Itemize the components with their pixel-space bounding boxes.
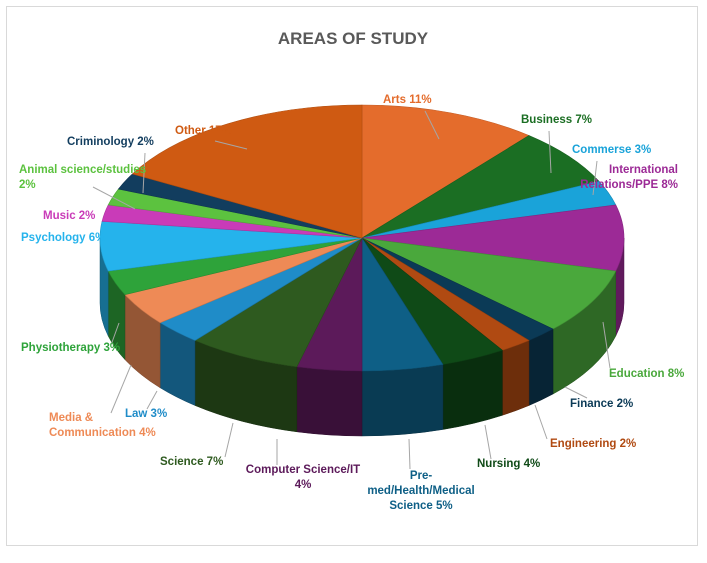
pie-side-finance <box>528 328 554 406</box>
data-label-line: Science 5% <box>389 500 452 512</box>
data-label-science: Science 7% <box>160 456 223 468</box>
pie-slice-education <box>361 237 617 330</box>
leader-line-law <box>146 390 158 410</box>
data-labels: Arts 11% Business 7% Commerse 3% Internatio… <box>19 94 684 512</box>
data-label-physiotherapy: Physiotherapy 3% <box>21 342 120 354</box>
data-label-business: Business 7% <box>521 114 592 126</box>
data-label-line: 4% <box>295 479 312 491</box>
pie-slice-business <box>361 135 600 239</box>
data-label-psychology: Psychology 6% <box>21 232 105 244</box>
leader-line-arts <box>424 110 440 140</box>
data-label-pre-med: Pre-med/Health/Medical Science 5% <box>367 470 474 512</box>
data-label-line: Media & <box>49 412 93 424</box>
data-label-line: Psychology 6% <box>21 232 105 244</box>
data-label-nursing: Nursing 4% <box>477 458 540 470</box>
data-label-line: Music 2% <box>43 210 95 222</box>
leader-line-nursing <box>484 424 492 460</box>
data-label-media: Media & Communication 4% <box>49 412 156 439</box>
leader-lines <box>92 110 611 470</box>
data-label-line: Education 8% <box>609 368 684 380</box>
data-label-line: Pre- <box>410 470 433 482</box>
leader-line-finance <box>564 386 588 399</box>
data-label-line: Other 17% <box>175 125 232 137</box>
data-label-line: Physiotherapy 3% <box>21 342 120 354</box>
pie-sides <box>99 237 625 437</box>
data-label-law: Law 3% <box>125 408 167 420</box>
data-label-line: Relations/PPE 8% <box>580 179 678 191</box>
data-label-line: 2% <box>19 179 36 191</box>
leader-line-commerse <box>592 160 598 196</box>
pie-side-pre-med <box>361 364 444 437</box>
pie-chart: AREAS OF STUDY Arts 11% Business 7% Commer… <box>19 29 684 512</box>
data-label-line: Arts 11% <box>383 94 432 106</box>
data-label-line: Finance 2% <box>570 398 633 410</box>
leader-line-other <box>214 140 248 150</box>
data-label-line: Law 3% <box>125 408 167 420</box>
pie-slice-other <box>131 104 363 239</box>
data-label-engineering: Engineering 2% <box>550 438 636 450</box>
leader-line-criminology <box>142 152 146 194</box>
data-label-international-relations: International Relations/PPE 8% <box>580 164 678 191</box>
pie-tops <box>99 104 625 372</box>
data-label-line: Engineering 2% <box>550 438 636 450</box>
data-label-commerse: Commerse 3% <box>572 144 651 156</box>
chart-area: AREAS OF STUDY Arts 11% Business 7% Commer… <box>6 6 698 546</box>
data-label-education: Education 8% <box>609 368 684 380</box>
leader-line-engineering <box>534 404 548 440</box>
data-label-line: Science 7% <box>160 456 223 468</box>
data-label-line: med/Health/Medical <box>367 485 474 497</box>
data-label-finance: Finance 2% <box>570 398 633 410</box>
pie-side-engineering <box>502 340 530 416</box>
data-label-line: Animal science/studies <box>19 164 146 176</box>
data-label-line: Commerse 3% <box>572 144 651 156</box>
data-label-arts: Arts 11% <box>383 94 432 106</box>
pie-slice-science <box>194 237 363 368</box>
leader-line-animal-science <box>92 186 136 210</box>
data-label-animal-science: Animal science/studies 2% <box>19 164 146 191</box>
leader-line-education <box>602 321 611 369</box>
data-label-other: Other 17% <box>175 125 232 137</box>
chart-title: AREAS OF STUDY <box>278 29 429 48</box>
pie-slice-arts <box>361 104 530 239</box>
leader-line-business <box>548 130 552 174</box>
data-label-criminology: Criminology 2% <box>67 136 154 148</box>
data-label-line: Business 7% <box>521 114 592 126</box>
data-label-line: Communication 4% <box>49 427 156 439</box>
leader-line-media <box>110 364 132 414</box>
data-label-music: Music 2% <box>43 210 95 222</box>
data-label-line: Nursing 4% <box>477 458 540 470</box>
leader-line-physiotherapy <box>110 322 120 346</box>
pie-side-computer-science <box>296 366 363 437</box>
data-label-line: Criminology 2% <box>67 136 154 148</box>
pie-slice-international-relations <box>361 204 625 272</box>
data-label-line: International <box>609 164 678 176</box>
data-label-line: Computer Science/IT <box>246 464 360 476</box>
leader-line-science <box>224 422 234 458</box>
leader-line-pre-med <box>408 438 411 470</box>
data-label-computer-science: Computer Science/IT 4% <box>246 464 360 491</box>
